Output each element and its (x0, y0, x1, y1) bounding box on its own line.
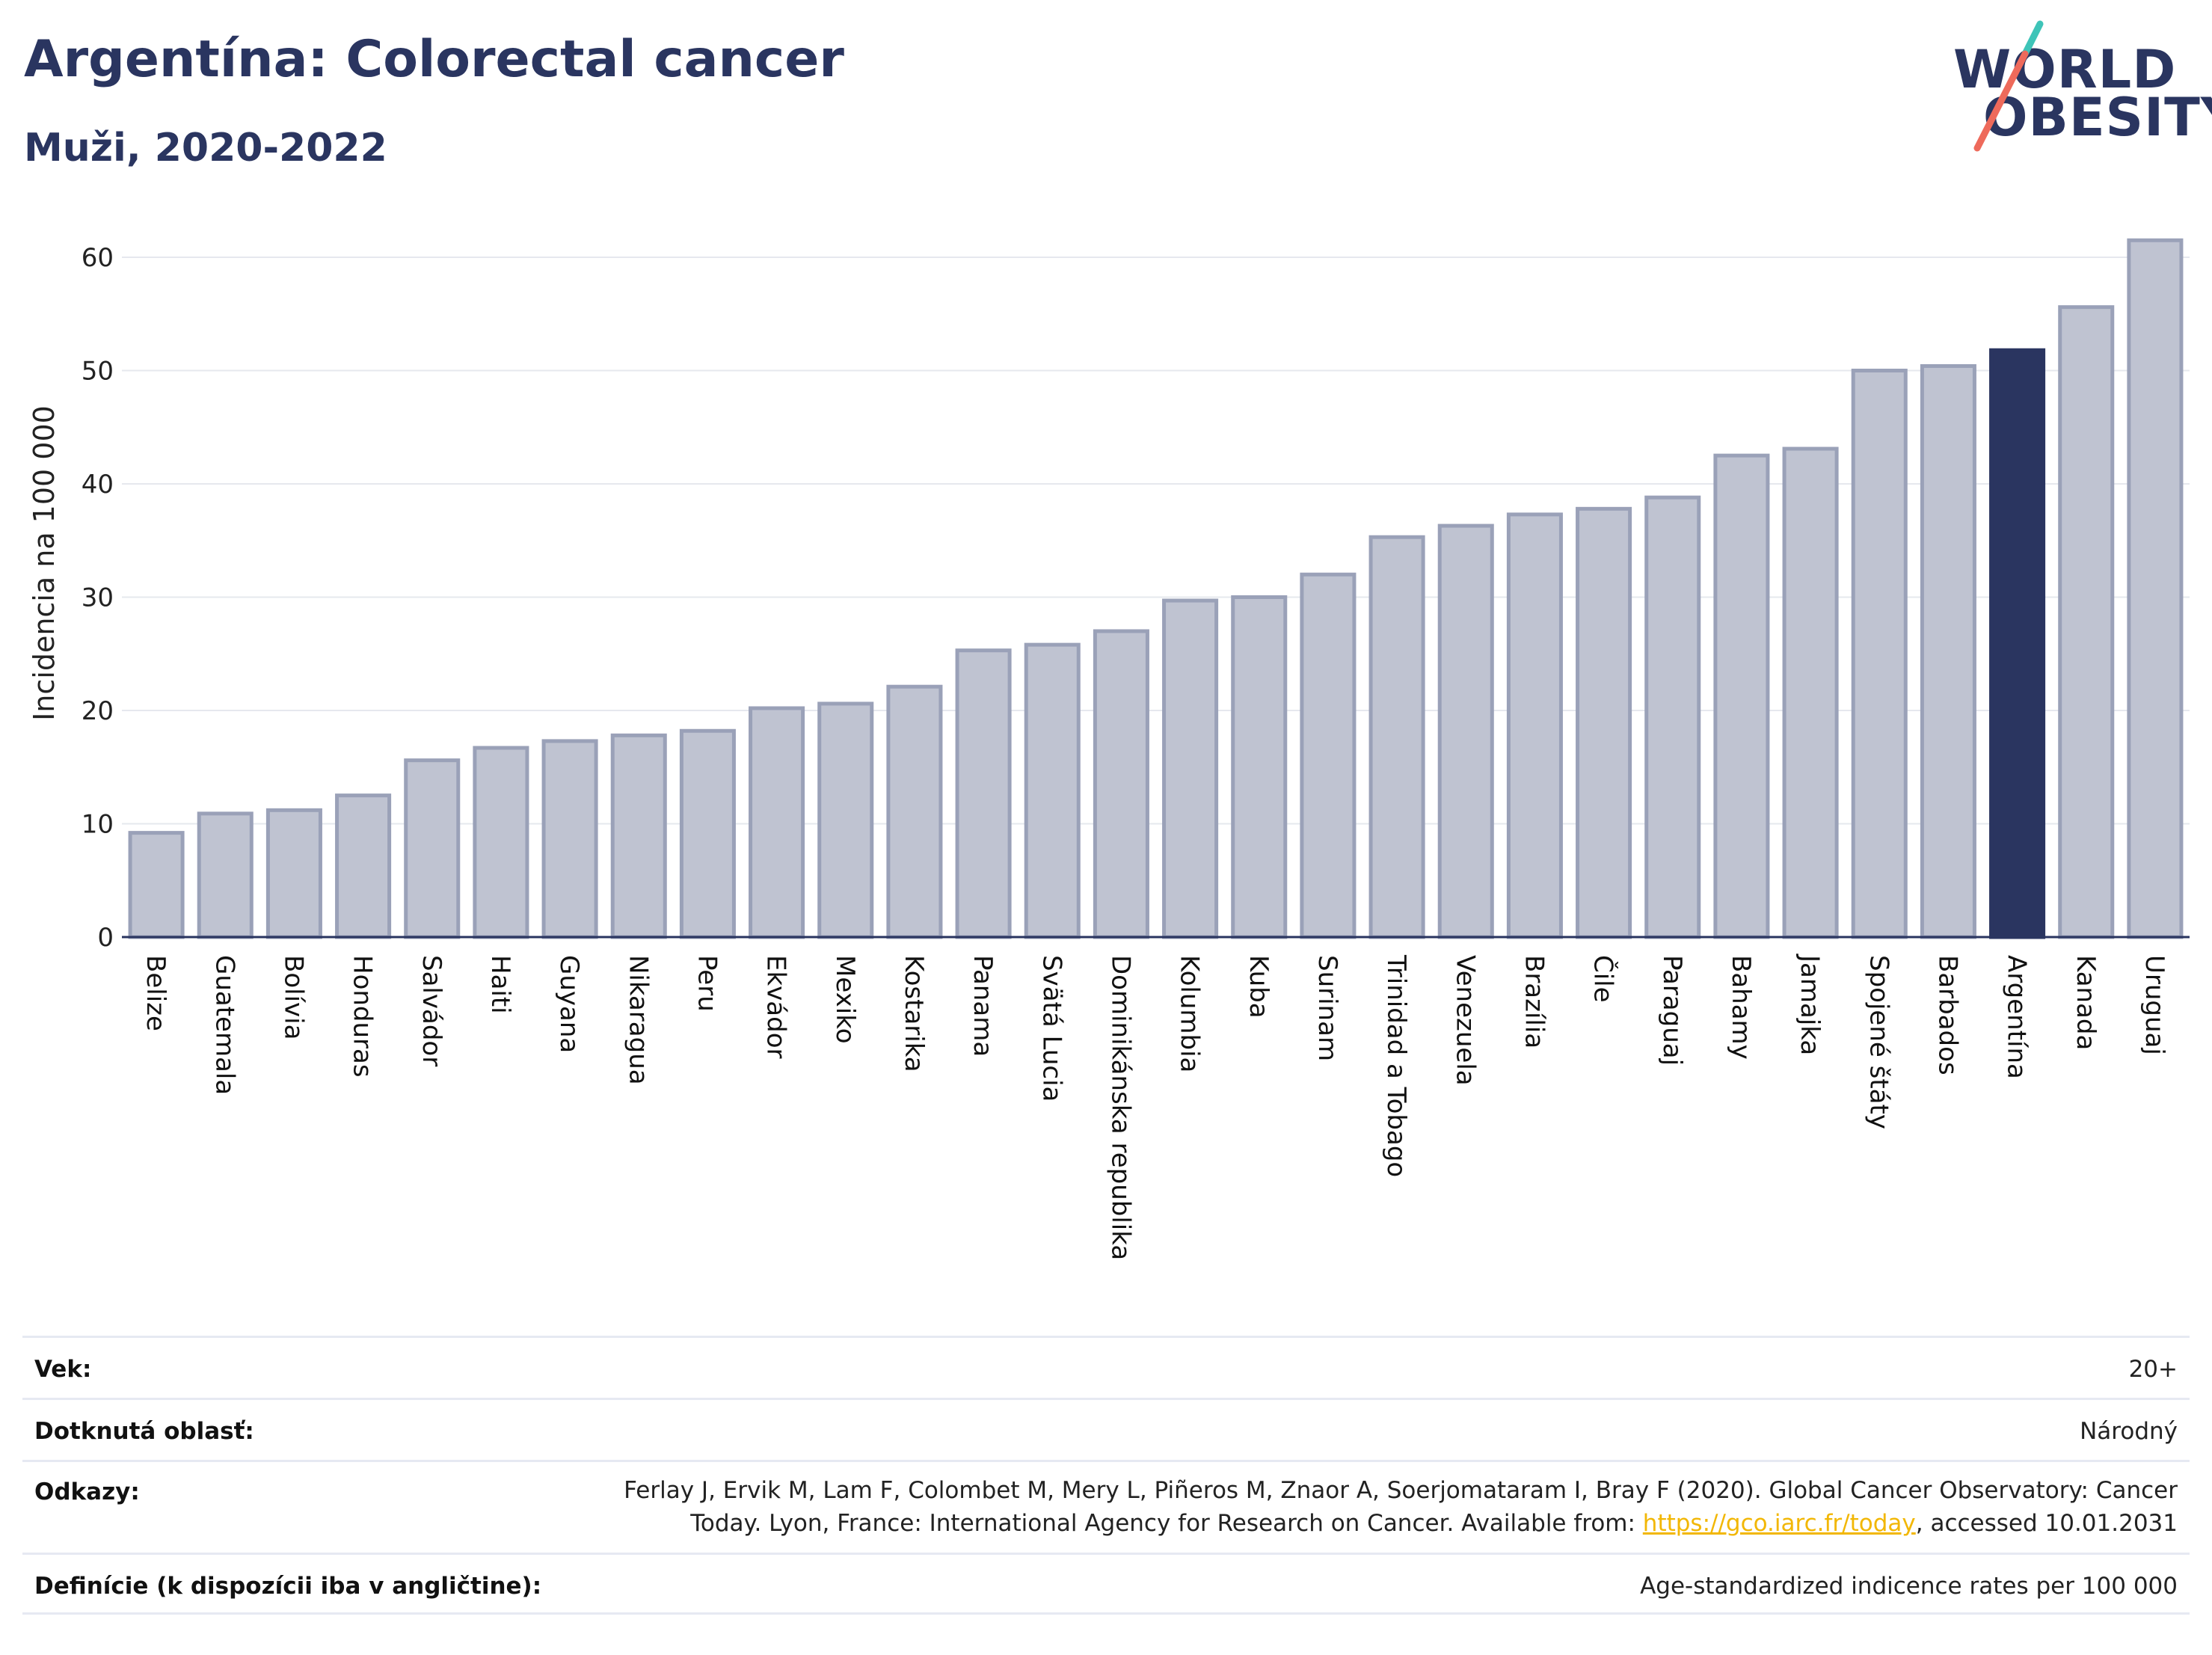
x-tick-label: Ekvádor (761, 955, 791, 1059)
bar (1713, 453, 1770, 939)
x-tick-label: Belize (141, 955, 170, 1031)
bar (886, 684, 943, 939)
references-line2-pre: Today. Lyon, France: International Agenc… (690, 1510, 1643, 1537)
bar (1644, 495, 1701, 939)
info-row-area: Dotknutá oblasť: Národný (22, 1398, 2190, 1460)
page-title: Argentína: Colorectal cancer (24, 30, 844, 89)
references-link[interactable]: https://gco.iarc.fr/today (1642, 1510, 1916, 1537)
definitions-value: Age-standardized indicence rates per 100… (1640, 1573, 2178, 1600)
bar (335, 793, 392, 939)
bar (679, 728, 736, 939)
page-subtitle: Muži, 2020-2022 (24, 126, 387, 171)
age-label: Vek: (34, 1356, 92, 1383)
bar (1989, 348, 2046, 939)
bar (1506, 512, 1563, 939)
bar (1368, 535, 1425, 939)
x-tick-label: Salvádor (417, 955, 446, 1066)
y-axis-title: Incidencia na 100 000 (28, 405, 61, 721)
bar-chart: 0 10 20 30 40 50 60 Incidencia na 100 000 Belize… (28, 238, 2190, 1260)
bar (265, 808, 322, 939)
world-obesity-logo: WORLD OBESITY (1944, 15, 2212, 165)
definitions-label: Definície (k dispozícii iba v angličtine… (34, 1573, 542, 1600)
bar (1576, 506, 1632, 939)
x-tick-label: Bahamy (1726, 955, 1756, 1060)
logo-line1: WORLD (1953, 39, 2177, 100)
x-tick-label: Jamajka (1795, 954, 1825, 1055)
x-tick-label: Guyana (554, 955, 584, 1053)
age-value: 20+ (2128, 1356, 2178, 1383)
x-tick-label: Mexiko (830, 955, 860, 1044)
y-tick-label: 10 (82, 810, 114, 840)
bar (1851, 369, 1908, 939)
bar (197, 811, 254, 939)
x-tick-label: Spojené štáty (1864, 955, 1893, 1129)
y-tick-label: 40 (82, 470, 114, 500)
bar (473, 746, 529, 939)
references-line2: Today. Lyon, France: International Agenc… (624, 1507, 2178, 1540)
bar (749, 706, 805, 939)
area-label: Dotknutá oblasť: (34, 1418, 254, 1445)
y-tick-label: 30 (82, 583, 114, 613)
references-line1: Ferlay J, Ervik M, Lam F, Colombet M, Me… (624, 1477, 2178, 1504)
logo-slash-coral (1973, 50, 2029, 152)
x-tick-label: Nikaragua (623, 955, 653, 1085)
x-tick-label: Peru (692, 955, 722, 1012)
x-tick-label: Honduras (348, 955, 378, 1078)
bar (1920, 363, 1976, 939)
x-tick-label: Kanada (2071, 955, 2101, 1050)
references-value: Ferlay J, Ervik M, Lam F, Colombet M, Me… (624, 1474, 2178, 1540)
x-tick-label: Dominikánska republika (1105, 955, 1135, 1260)
bar (1231, 595, 1288, 939)
y-tick-label: 50 (82, 357, 114, 387)
x-tick-label: Brazília (1519, 955, 1549, 1048)
y-tick-label: 20 (82, 696, 114, 726)
bar (955, 648, 1012, 939)
x-tick-label: Kostarika (899, 955, 929, 1072)
bar (817, 701, 874, 939)
bar (1437, 523, 1494, 939)
info-row-age: Vek: 20+ (22, 1336, 2190, 1398)
bar (1300, 572, 1357, 939)
bar (1024, 642, 1081, 939)
bar (404, 758, 461, 939)
references-label: Odkazy: (34, 1479, 140, 1505)
x-tick-label: Kolumbia (1175, 955, 1205, 1072)
x-tick-label: Haiti (485, 955, 515, 1014)
y-tick-label: 0 (97, 923, 114, 953)
info-table: Vek: 20+ Dotknutá oblasť: Národný Odkazy… (22, 1336, 2190, 1615)
x-tick-label: Trinidad a Tobago (1381, 954, 1411, 1177)
x-tick-label: Čile (1588, 955, 1619, 1003)
x-tick-label: Barbados (1932, 955, 1962, 1075)
bar (1162, 598, 1219, 939)
x-tick-label: Guatemala (209, 955, 239, 1095)
bar (2058, 305, 2115, 939)
area-value: Národný (2080, 1418, 2178, 1445)
references-line2-post: , accessed 10.01.2031 (1915, 1510, 2178, 1537)
logo-slash-teal (2021, 20, 2044, 58)
bar (128, 831, 185, 939)
x-tick-label: Uruguaj (2139, 955, 2169, 1055)
logo-line2: OBESITY (1983, 87, 2212, 148)
x-tick-label: Kuba (1244, 955, 1274, 1019)
bar (541, 739, 598, 939)
info-row-references: Odkazy: Ferlay J, Ervik M, Lam F, Colomb… (22, 1460, 2190, 1553)
info-row-definitions: Definície (k dispozícii iba v angličtine… (22, 1553, 2190, 1615)
bar (610, 733, 667, 939)
bar (2127, 238, 2184, 939)
y-tick-label: 60 (82, 243, 114, 273)
bar (1782, 446, 1839, 939)
logo-slash-icon (1973, 20, 2044, 152)
bar (1093, 629, 1149, 939)
x-tick-label: Paraguaj (1657, 955, 1687, 1066)
x-tick-label: Surinam (1312, 955, 1342, 1061)
x-tick-label: Bolívia (278, 955, 308, 1040)
x-tick-label: Argentína (2002, 955, 2032, 1079)
x-tick-label: Svätá Lucia (1036, 955, 1066, 1102)
x-tick-label: Panama (968, 955, 998, 1057)
x-tick-label: Venezuela (1450, 955, 1480, 1086)
